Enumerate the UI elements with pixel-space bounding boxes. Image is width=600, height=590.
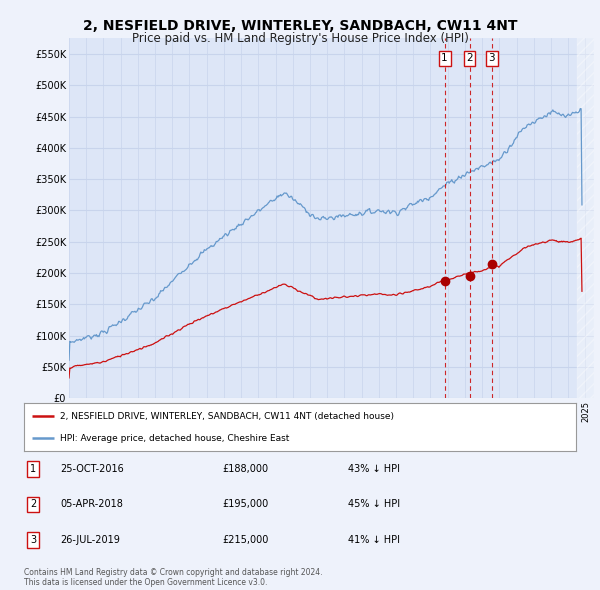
Text: £215,000: £215,000 [222,535,268,545]
Text: 05-APR-2018: 05-APR-2018 [60,500,123,509]
Text: 43% ↓ HPI: 43% ↓ HPI [348,464,400,474]
Text: Contains HM Land Registry data © Crown copyright and database right 2024.
This d: Contains HM Land Registry data © Crown c… [24,568,323,587]
Text: 2: 2 [30,500,36,509]
Text: 45% ↓ HPI: 45% ↓ HPI [348,500,400,509]
Text: HPI: Average price, detached house, Cheshire East: HPI: Average price, detached house, Ches… [60,434,289,442]
Text: 3: 3 [30,535,36,545]
Text: 1: 1 [30,464,36,474]
Text: 41% ↓ HPI: 41% ↓ HPI [348,535,400,545]
Text: 25-OCT-2016: 25-OCT-2016 [60,464,124,474]
Text: 2: 2 [466,53,473,63]
Text: 2, NESFIELD DRIVE, WINTERLEY, SANDBACH, CW11 4NT: 2, NESFIELD DRIVE, WINTERLEY, SANDBACH, … [83,19,517,33]
Text: £195,000: £195,000 [222,500,268,509]
Bar [577,38,594,398]
Text: Price paid vs. HM Land Registry's House Price Index (HPI): Price paid vs. HM Land Registry's House … [131,32,469,45]
Text: 1: 1 [441,53,448,63]
Text: 2, NESFIELD DRIVE, WINTERLEY, SANDBACH, CW11 4NT (detached house): 2, NESFIELD DRIVE, WINTERLEY, SANDBACH, … [60,412,394,421]
Text: £188,000: £188,000 [222,464,268,474]
Text: 26-JUL-2019: 26-JUL-2019 [60,535,120,545]
Text: 3: 3 [488,53,495,63]
